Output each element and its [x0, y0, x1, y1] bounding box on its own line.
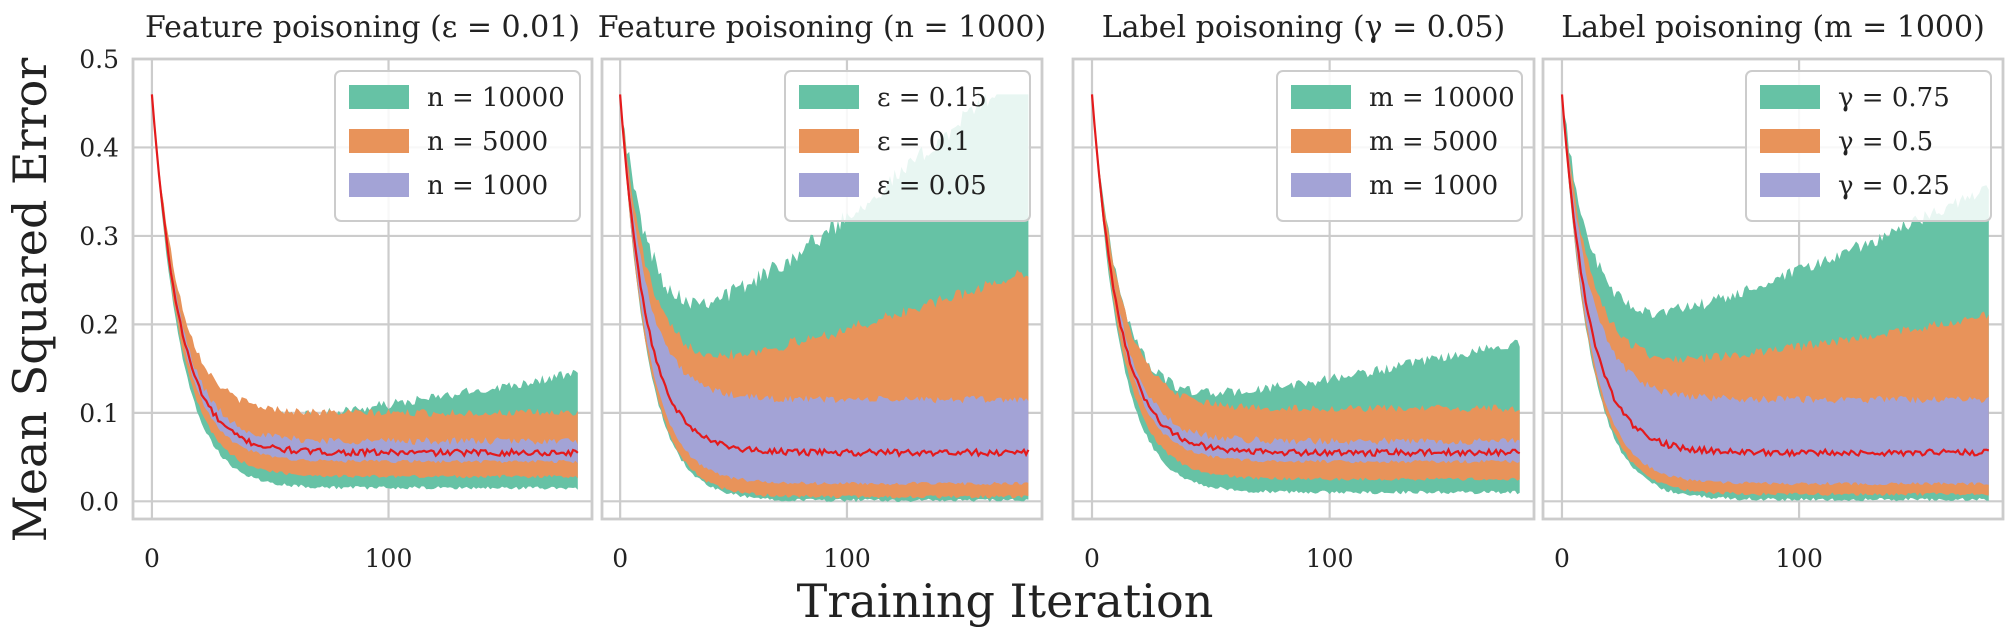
subplot-1: Feature poisoning (ε = 0.01) 0.0 0.1 0.2 0.3…	[79, 10, 594, 573]
subplot-title: Label poisoning (m = 1000)	[1561, 10, 1985, 45]
legend-swatch	[799, 129, 859, 153]
legend-label: n = 1000	[427, 171, 548, 201]
legend-label: m = 5000	[1369, 127, 1498, 157]
mean-line	[1090, 94, 1521, 458]
axes-frame	[131, 57, 594, 521]
subplot-title: Feature poisoning (ε = 0.01)	[145, 10, 580, 45]
legend-label: m = 1000	[1369, 171, 1498, 201]
legend-label: m = 10000	[1369, 83, 1515, 113]
legend-label: n = 5000	[427, 127, 548, 157]
y-tick-label: 0.2	[79, 310, 119, 339]
subplot-title: Label poisoning (γ = 0.05)	[1102, 10, 1506, 45]
legend-swatch	[799, 173, 859, 197]
subplot-title: Feature poisoning (n = 1000)	[598, 10, 1046, 45]
band-2	[151, 94, 578, 479]
legend-swatch	[1760, 85, 1820, 109]
band-1	[1092, 94, 1520, 495]
legend: ε = 0.15 ε = 0.1 ε = 0.05	[784, 70, 1031, 222]
legend-label: ε = 0.15	[877, 83, 987, 113]
x-tick-label: 0	[144, 544, 160, 573]
x-tick-label: 0	[1554, 544, 1570, 573]
x-tick-label: 0	[612, 544, 628, 573]
axes-frame	[1541, 57, 2005, 521]
legend-label: ε = 0.05	[877, 171, 987, 201]
axes-frame	[1071, 57, 1536, 521]
y-tick-label: 0.3	[79, 222, 119, 251]
legend-swatch	[349, 129, 409, 153]
legend-swatch	[349, 173, 409, 197]
y-tick-label: 0.5	[79, 45, 119, 74]
legend-label: γ = 0.5	[1838, 127, 1933, 157]
legend-swatch	[1760, 173, 1820, 197]
x-tick-label: 100	[365, 544, 413, 573]
legend-swatch	[1291, 173, 1351, 197]
x-tick-label: 100	[1775, 544, 1823, 573]
mean-line	[619, 94, 1030, 458]
band-3	[620, 94, 1029, 486]
legend-label: ε = 0.1	[877, 127, 970, 157]
mean-line	[1560, 94, 1990, 458]
y-axis-label: Mean Squared Error	[3, 58, 57, 543]
x-tick-label: 100	[823, 544, 871, 573]
subplot-2: Feature poisoning (n = 1000) 0 100 ε = 0.15…	[598, 10, 1046, 573]
legend-label: γ = 0.75	[1838, 83, 1950, 113]
legend: m = 10000 m = 5000 m = 1000	[1276, 70, 1523, 222]
y-tick-label: 0.0	[79, 487, 119, 516]
legend-swatch	[1760, 129, 1820, 153]
x-axis-label: Training Iteration	[797, 574, 1214, 628]
y-tick-label: 0.1	[79, 399, 119, 428]
y-tick-label: 0.4	[79, 133, 119, 162]
subplots: Feature poisoning (ε = 0.01) 0.0 0.1 0.2 0.3…	[79, 10, 2005, 573]
legend-swatch	[1291, 129, 1351, 153]
legend-swatch	[799, 85, 859, 109]
x-tick-label: 0	[1084, 544, 1100, 573]
legend-swatch	[1291, 85, 1351, 109]
axes-frame	[600, 57, 1044, 521]
band-3	[1561, 94, 1989, 486]
legend-swatch	[349, 85, 409, 109]
legend-label: γ = 0.25	[1838, 171, 1950, 201]
legend-label: n = 10000	[427, 83, 565, 113]
x-tick-label: 100	[1306, 544, 1354, 573]
legend: γ = 0.75 γ = 0.5 γ = 0.25	[1745, 70, 1992, 222]
mean-line	[150, 94, 579, 458]
legend: n = 10000 n = 5000 n = 1000	[334, 70, 581, 222]
